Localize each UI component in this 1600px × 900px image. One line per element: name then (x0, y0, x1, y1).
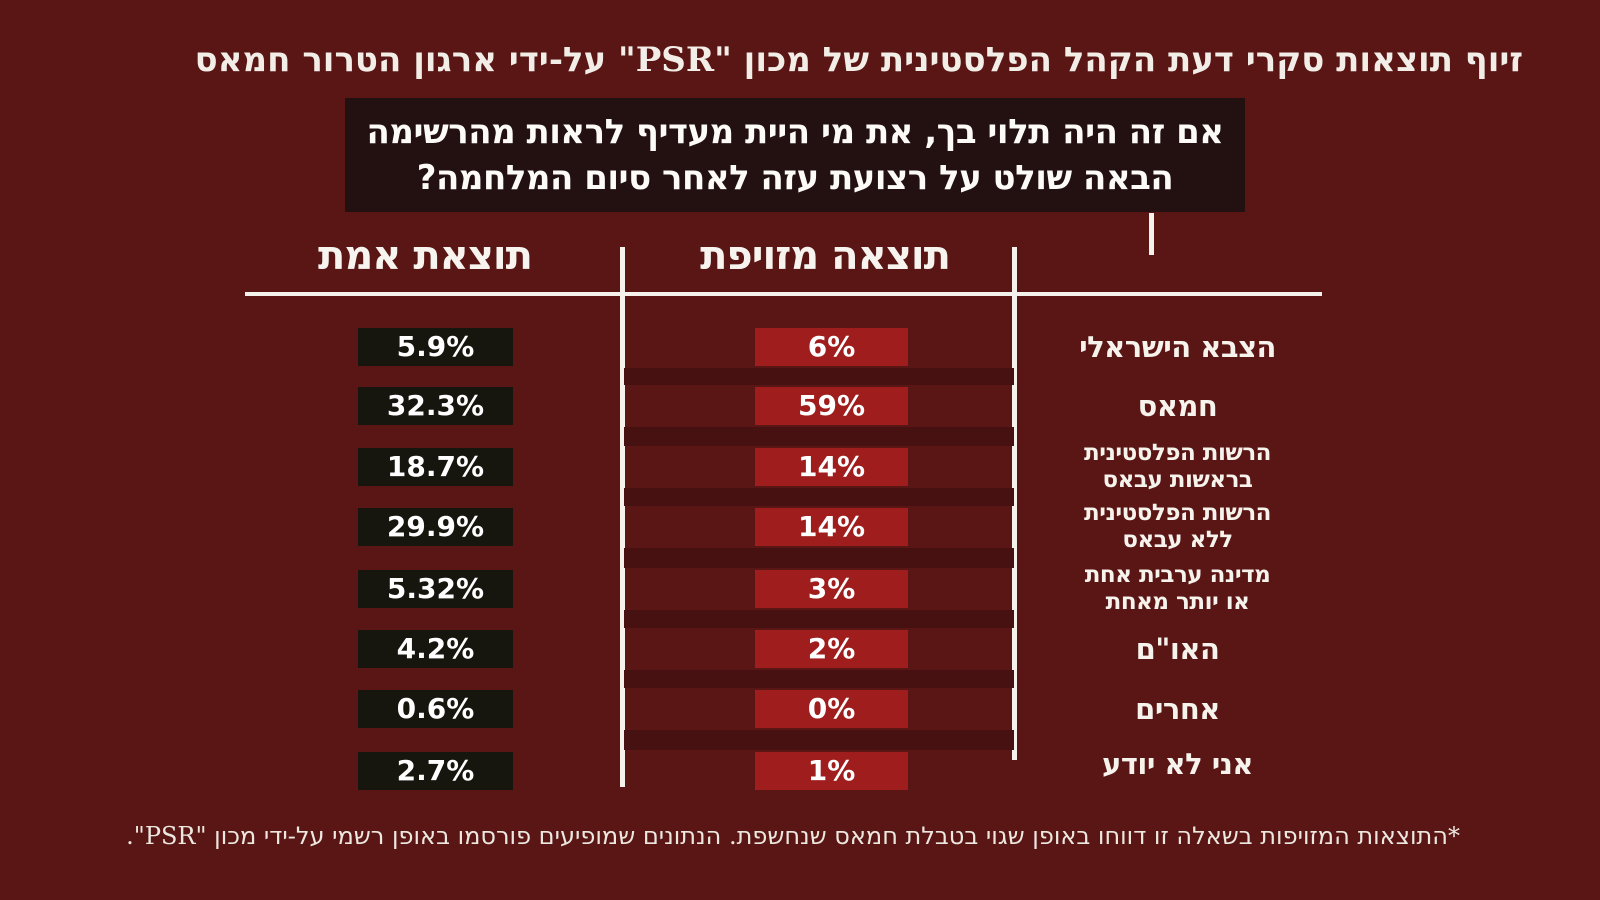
fake-result-value: 14% (755, 448, 908, 486)
row-separator-shade (624, 368, 1014, 385)
row-separator-shade (624, 730, 1014, 750)
row-label: אני לא יודע (1102, 747, 1254, 781)
row-label: האו"ם (1135, 632, 1220, 666)
true-result-value: 32.3% (358, 387, 513, 425)
footnote: *התוצאות המזויפות בשאלה זו דווחו באופן ש… (126, 822, 1460, 850)
true-result-value: 18.7% (358, 448, 513, 486)
row-label: חמאס (1137, 389, 1218, 423)
column-header-fake-result: תוצאה מזויפת (700, 233, 951, 279)
fake-result-value: 3% (755, 570, 908, 608)
fake-result-value: 6% (755, 328, 908, 366)
true-result-value: 5.32% (358, 570, 513, 608)
row-separator-shade (624, 670, 1014, 688)
header-divider-line (245, 292, 1322, 296)
fake-result-value: 59% (755, 387, 908, 425)
fake-result-value: 14% (755, 508, 908, 546)
true-result-value: 4.2% (358, 630, 513, 668)
true-result-value: 29.9% (358, 508, 513, 546)
page-title: זיוף תוצאות סקרי דעת הקהל הפלסטינית של מ… (194, 40, 1523, 80)
tick-mark (1149, 213, 1154, 255)
row-label: אחרים (1135, 692, 1220, 726)
row-label: הרשות הפלסטינית בראשות עבאס (1084, 440, 1271, 493)
true-result-value: 2.7% (358, 752, 513, 790)
column-divider-line-left (620, 247, 625, 787)
question-line-2: הבאה שולט על רצועת עזה לאחר סיום המלחמה? (416, 158, 1174, 198)
row-separator-shade (624, 548, 1014, 568)
question-box: אם זה היה תלוי בך, את מי היית מעדיף לראו… (345, 98, 1245, 212)
column-divider-line-right (1012, 247, 1017, 760)
fake-result-value: 1% (755, 752, 908, 790)
row-label: הצבא הישראלי (1079, 330, 1276, 364)
row-separator-shade (624, 427, 1014, 446)
question-line-1: אם זה היה תלוי בך, את מי היית מעדיף לראו… (366, 112, 1224, 152)
row-separator-shade (624, 488, 1014, 506)
column-header-true-result: תוצאת אמת (318, 233, 533, 279)
fake-result-value: 2% (755, 630, 908, 668)
row-separator-shade (624, 610, 1014, 628)
row-label: מדינה ערבית אחת או יותר מאחת (1084, 562, 1271, 615)
fake-result-value: 0% (755, 690, 908, 728)
true-result-value: 0.6% (358, 690, 513, 728)
row-label: הרשות הפלסטינית ללא עבאס (1084, 500, 1271, 553)
true-result-value: 5.9% (358, 328, 513, 366)
